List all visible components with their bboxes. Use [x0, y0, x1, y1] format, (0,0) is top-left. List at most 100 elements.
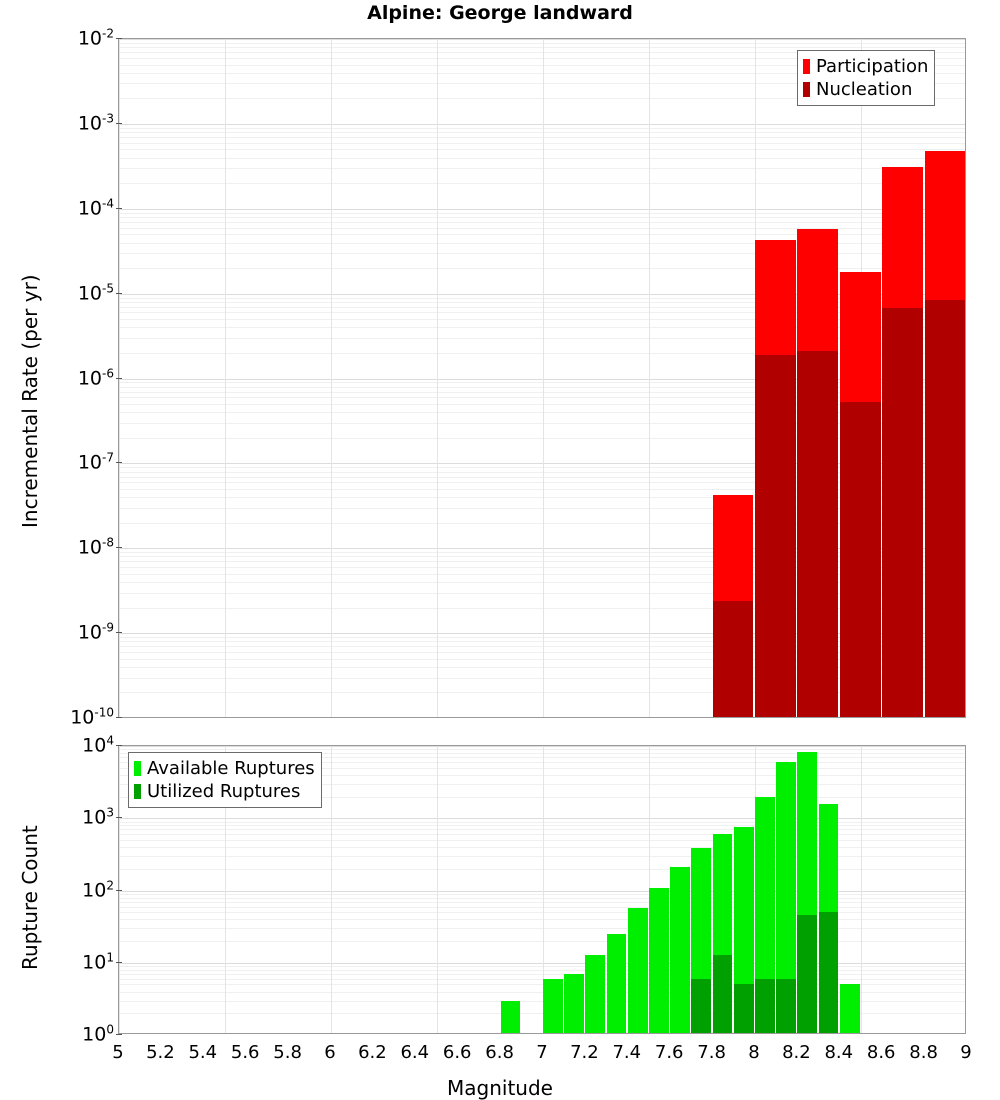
- bar: [797, 752, 818, 1033]
- grid-line: [119, 489, 965, 490]
- legend-swatch-icon: [803, 59, 810, 74]
- grid-line: [119, 552, 965, 553]
- grid-line: [119, 637, 965, 638]
- magnitude-axis-label: Magnitude: [447, 1076, 553, 1100]
- grid-line: [119, 608, 965, 609]
- grid-line: [119, 556, 965, 557]
- y-tick-mark: [116, 817, 122, 818]
- y-tick-exponent: -5: [102, 280, 114, 295]
- grid-line: [119, 561, 965, 562]
- grid-line: [119, 652, 965, 653]
- bar: [882, 167, 923, 717]
- bar: [818, 803, 839, 1033]
- legend-item[interactable]: Nucleation: [803, 78, 928, 101]
- grid-line: [119, 268, 965, 269]
- grid-line-vertical: [331, 746, 332, 1033]
- grid-line: [119, 412, 965, 413]
- y-tick-mantissa: 10: [77, 197, 103, 220]
- bar-overlay: [882, 307, 923, 717]
- legend-label: Utilized Ruptures: [147, 780, 301, 802]
- x-tick-label: 7.6: [654, 1042, 684, 1063]
- grid-line: [119, 379, 965, 380]
- grid-line: [119, 667, 965, 668]
- grid-line: [119, 941, 965, 942]
- bar-overlay: [733, 984, 754, 1033]
- y-tick-exponent: -4: [102, 196, 114, 211]
- x-tick-label: 5.2: [146, 1042, 175, 1063]
- grid-line: [119, 746, 965, 747]
- bar-overlay: [755, 354, 796, 717]
- y-tick-mark: [116, 745, 122, 746]
- bar: [585, 954, 606, 1033]
- grid-line: [119, 52, 965, 53]
- grid-line: [119, 912, 965, 913]
- grid-line: [119, 298, 965, 299]
- x-tick-label: 8.4: [824, 1042, 854, 1063]
- bar-overlay: [839, 401, 881, 717]
- grid-line: [119, 992, 965, 993]
- grid-line: [119, 869, 965, 870]
- grid-line: [119, 234, 965, 235]
- grid-line-vertical: [119, 746, 120, 1033]
- bar: [649, 887, 669, 1033]
- x-tick-label: 7: [536, 1042, 548, 1063]
- grid-line: [119, 209, 965, 210]
- legend-label: Participation: [816, 55, 929, 77]
- x-tick-label: 8.8: [909, 1042, 938, 1063]
- x-tick-label: 5.4: [188, 1042, 218, 1063]
- y-tick-label: 10-2: [78, 26, 114, 49]
- bar: [839, 271, 881, 717]
- grid-line: [119, 423, 965, 424]
- grid-line: [119, 768, 965, 769]
- grid-line: [119, 222, 965, 223]
- grid-line: [119, 353, 965, 354]
- x-tick-label: 6.6: [442, 1042, 472, 1063]
- y-tick-label: 10-10: [70, 705, 114, 728]
- y-tick-exponent: -2: [102, 26, 114, 41]
- x-tick-label: 5.6: [230, 1042, 260, 1063]
- grid-line-vertical: [543, 746, 544, 1033]
- y-tick-mark: [116, 208, 122, 209]
- incremental-rate-plot-area: [119, 39, 965, 717]
- y-tick-label: 104: [82, 733, 114, 756]
- y-tick-label: 102: [82, 878, 114, 901]
- grid-line: [119, 1001, 965, 1002]
- grid-line: [119, 327, 965, 328]
- y-tick-mantissa: 10: [77, 621, 103, 644]
- y-tick-label: 10-7: [78, 451, 114, 474]
- grid-line: [119, 829, 965, 830]
- grid-line: [119, 574, 965, 575]
- legend-item[interactable]: Participation: [803, 55, 928, 78]
- y-tick-mantissa: 10: [70, 706, 95, 729]
- grid-line: [119, 775, 965, 776]
- grid-line: [119, 472, 965, 473]
- bar-overlay: [712, 600, 754, 717]
- bar: [733, 826, 754, 1033]
- grid-line: [119, 641, 965, 642]
- incremental-rate-y-label: Incremental Rate (per yr): [18, 273, 42, 528]
- grid-line: [119, 137, 965, 138]
- y-tick-mantissa: 10: [77, 452, 103, 475]
- legend-item[interactable]: Available Ruptures: [134, 757, 315, 780]
- grid-line: [119, 65, 965, 66]
- grid-line: [119, 73, 965, 74]
- grid-line: [119, 907, 965, 908]
- x-tick-label: 6.8: [485, 1042, 514, 1063]
- y-tick-exponent: -8: [102, 535, 114, 550]
- grid-line: [119, 818, 965, 819]
- grid-line: [119, 158, 965, 159]
- grid-line: [119, 183, 965, 184]
- grid-line: [119, 523, 965, 524]
- grid-line: [119, 217, 965, 218]
- y-tick-mark: [116, 1034, 122, 1035]
- grid-line-vertical: [861, 746, 862, 1033]
- grid-line: [119, 307, 965, 308]
- grid-line: [119, 834, 965, 835]
- grid-line: [119, 497, 965, 498]
- grid-line: [119, 919, 965, 920]
- bar: [797, 228, 839, 717]
- bar: [670, 867, 690, 1033]
- legend-item[interactable]: Utilized Ruptures: [134, 780, 315, 803]
- rupture-count-y-label: Rupture Count: [18, 824, 42, 970]
- x-tick-label: 7.8: [697, 1042, 726, 1063]
